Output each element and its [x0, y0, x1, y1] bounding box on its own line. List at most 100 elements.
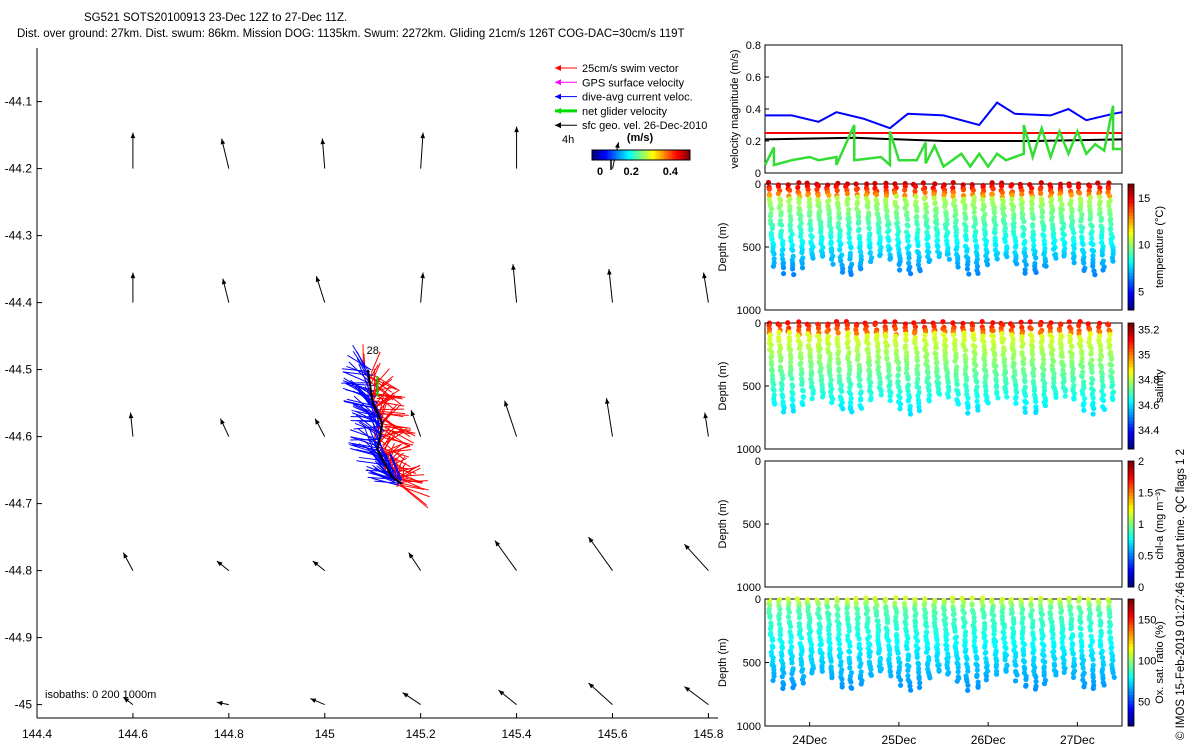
chl-a-colorbar-segment	[1128, 505, 1134, 509]
salinity-data-point	[895, 373, 901, 379]
geo-velocity-arrow	[588, 536, 613, 571]
geo-velocity-arrowhead	[123, 697, 130, 703]
temperature-data-point	[828, 225, 834, 231]
depth-y-tick-label: 1000	[737, 582, 761, 594]
temperature-data-point	[1076, 190, 1083, 196]
salinity-data-point	[778, 358, 784, 364]
chl-a-colorbar-segment	[1128, 486, 1134, 490]
salinity-data-point	[945, 394, 951, 400]
colorbar-segment	[612, 150, 615, 160]
oxygen-data-point	[992, 651, 998, 658]
swim-vector	[378, 393, 385, 416]
salinity-data-point	[980, 333, 986, 339]
salinity-data-point	[1088, 345, 1094, 352]
salinity-data-point	[844, 333, 851, 339]
oxygen-data-point	[917, 680, 923, 686]
oxygen-data-point	[770, 677, 776, 684]
temperature-colorbar-segment	[1128, 291, 1134, 295]
swim-vector	[366, 375, 397, 390]
oxygen-data-point	[845, 617, 851, 623]
oxygen-data-point	[934, 637, 940, 643]
salinity-data-point	[768, 349, 775, 355]
date-x-tick-label: 27Dec	[1060, 733, 1095, 747]
temperature-data-point	[983, 253, 989, 259]
geo-velocity-arrow	[512, 264, 518, 303]
salinity-data-point	[913, 345, 919, 351]
oxygen-data-point	[1090, 678, 1097, 685]
oxygen-data-point	[921, 602, 927, 608]
salinity-data-point	[835, 343, 841, 349]
oxygen-data-point	[1009, 611, 1015, 617]
temperature-data-point	[943, 233, 949, 239]
temperature-data-point	[872, 180, 878, 187]
oxygen-data-point	[845, 633, 851, 639]
temperature-data-point	[1089, 235, 1095, 241]
salinity-data-point	[1096, 333, 1103, 339]
oxygen-data-point	[1048, 598, 1054, 605]
temperature-data-point	[1096, 211, 1103, 217]
chl-a-colorbar-tick-label: 0.5	[1138, 551, 1153, 563]
oxygen-data-point	[1001, 636, 1007, 642]
salinity-data-point	[983, 388, 989, 394]
salinity-data-point	[827, 372, 833, 379]
salinity-data-point	[992, 352, 998, 358]
salinity-data-point	[1023, 399, 1029, 406]
oxygen-colorbar-segment	[1128, 713, 1134, 717]
salinity-data-point	[1041, 387, 1048, 394]
oxygen-data-point	[895, 650, 901, 656]
salinity-data-point	[993, 372, 999, 378]
temperature-data-point	[994, 256, 1000, 262]
salinity-colorbar-tick-label: 34.8	[1138, 375, 1159, 387]
salinity-data-point	[1019, 324, 1025, 330]
oxygen-data-point	[1107, 623, 1113, 630]
oxygen-data-point	[954, 678, 960, 684]
salinity-data-point	[785, 320, 791, 326]
oxygen-colorbar-frame	[1127, 598, 1135, 727]
oxygen-colorbar-tick-label: 50	[1138, 696, 1150, 708]
salinity-data-point	[897, 395, 903, 401]
salinity-data-point	[1033, 398, 1039, 405]
chl-a-colorbar-segment	[1128, 555, 1134, 560]
temperature-data-point	[770, 244, 776, 251]
salinity-data-point	[896, 367, 902, 373]
oxygen-data-point	[846, 649, 853, 655]
oxygen-colorbar-segment	[1128, 681, 1134, 686]
salinity-data-point	[1028, 326, 1034, 332]
temperature-colorbar-frame	[1127, 183, 1135, 311]
oxygen-data-point	[788, 634, 794, 641]
temperature-data-point	[1087, 194, 1093, 201]
temperature-data-point	[1029, 201, 1035, 208]
oxygen-data-point	[888, 673, 894, 679]
oxygen-data-point	[849, 685, 855, 691]
salinity-data-point	[923, 354, 929, 360]
salinity-data-point	[844, 322, 850, 328]
temperature-data-point	[819, 253, 826, 259]
geo-velocity-arrowhead	[221, 278, 227, 285]
oxygen-data-point	[1041, 653, 1047, 659]
salinity-data-point	[1013, 383, 1019, 389]
oxygen-data-point	[875, 633, 881, 640]
temperature-data-point	[993, 242, 999, 248]
salinity-data-point	[1049, 352, 1055, 358]
chl-a-colorbar-segment	[1128, 461, 1134, 465]
salinity-data-point	[857, 383, 863, 389]
salinity-data-point	[1097, 357, 1103, 363]
salinity-data-point	[1080, 402, 1086, 408]
temperature-data-point	[775, 191, 781, 197]
oxygen-data-point	[848, 679, 854, 685]
temperature-data-point	[1107, 226, 1114, 233]
oxygen-data-point	[1070, 674, 1077, 681]
salinity-data-point	[776, 329, 782, 335]
salinity-data-point	[797, 361, 803, 368]
temperature-colorbar-segment	[1128, 202, 1134, 207]
oxygen-data-point	[796, 615, 802, 621]
salinity-data-point	[961, 333, 967, 340]
chl-a-colorbar-frame	[1127, 460, 1135, 588]
salinity-colorbar-segment	[1128, 367, 1134, 371]
salinity-data-point	[786, 342, 792, 348]
map-y-tick-label: -45	[15, 698, 33, 712]
oxygen-data-point	[767, 602, 773, 608]
salinity-data-point	[1013, 389, 1020, 395]
temperature-data-point	[780, 241, 786, 248]
temperature-data-point	[1059, 215, 1065, 221]
